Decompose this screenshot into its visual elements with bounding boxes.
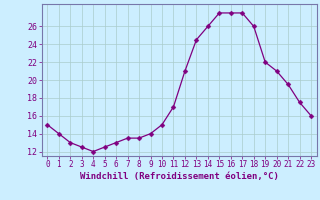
X-axis label: Windchill (Refroidissement éolien,°C): Windchill (Refroidissement éolien,°C) xyxy=(80,172,279,181)
